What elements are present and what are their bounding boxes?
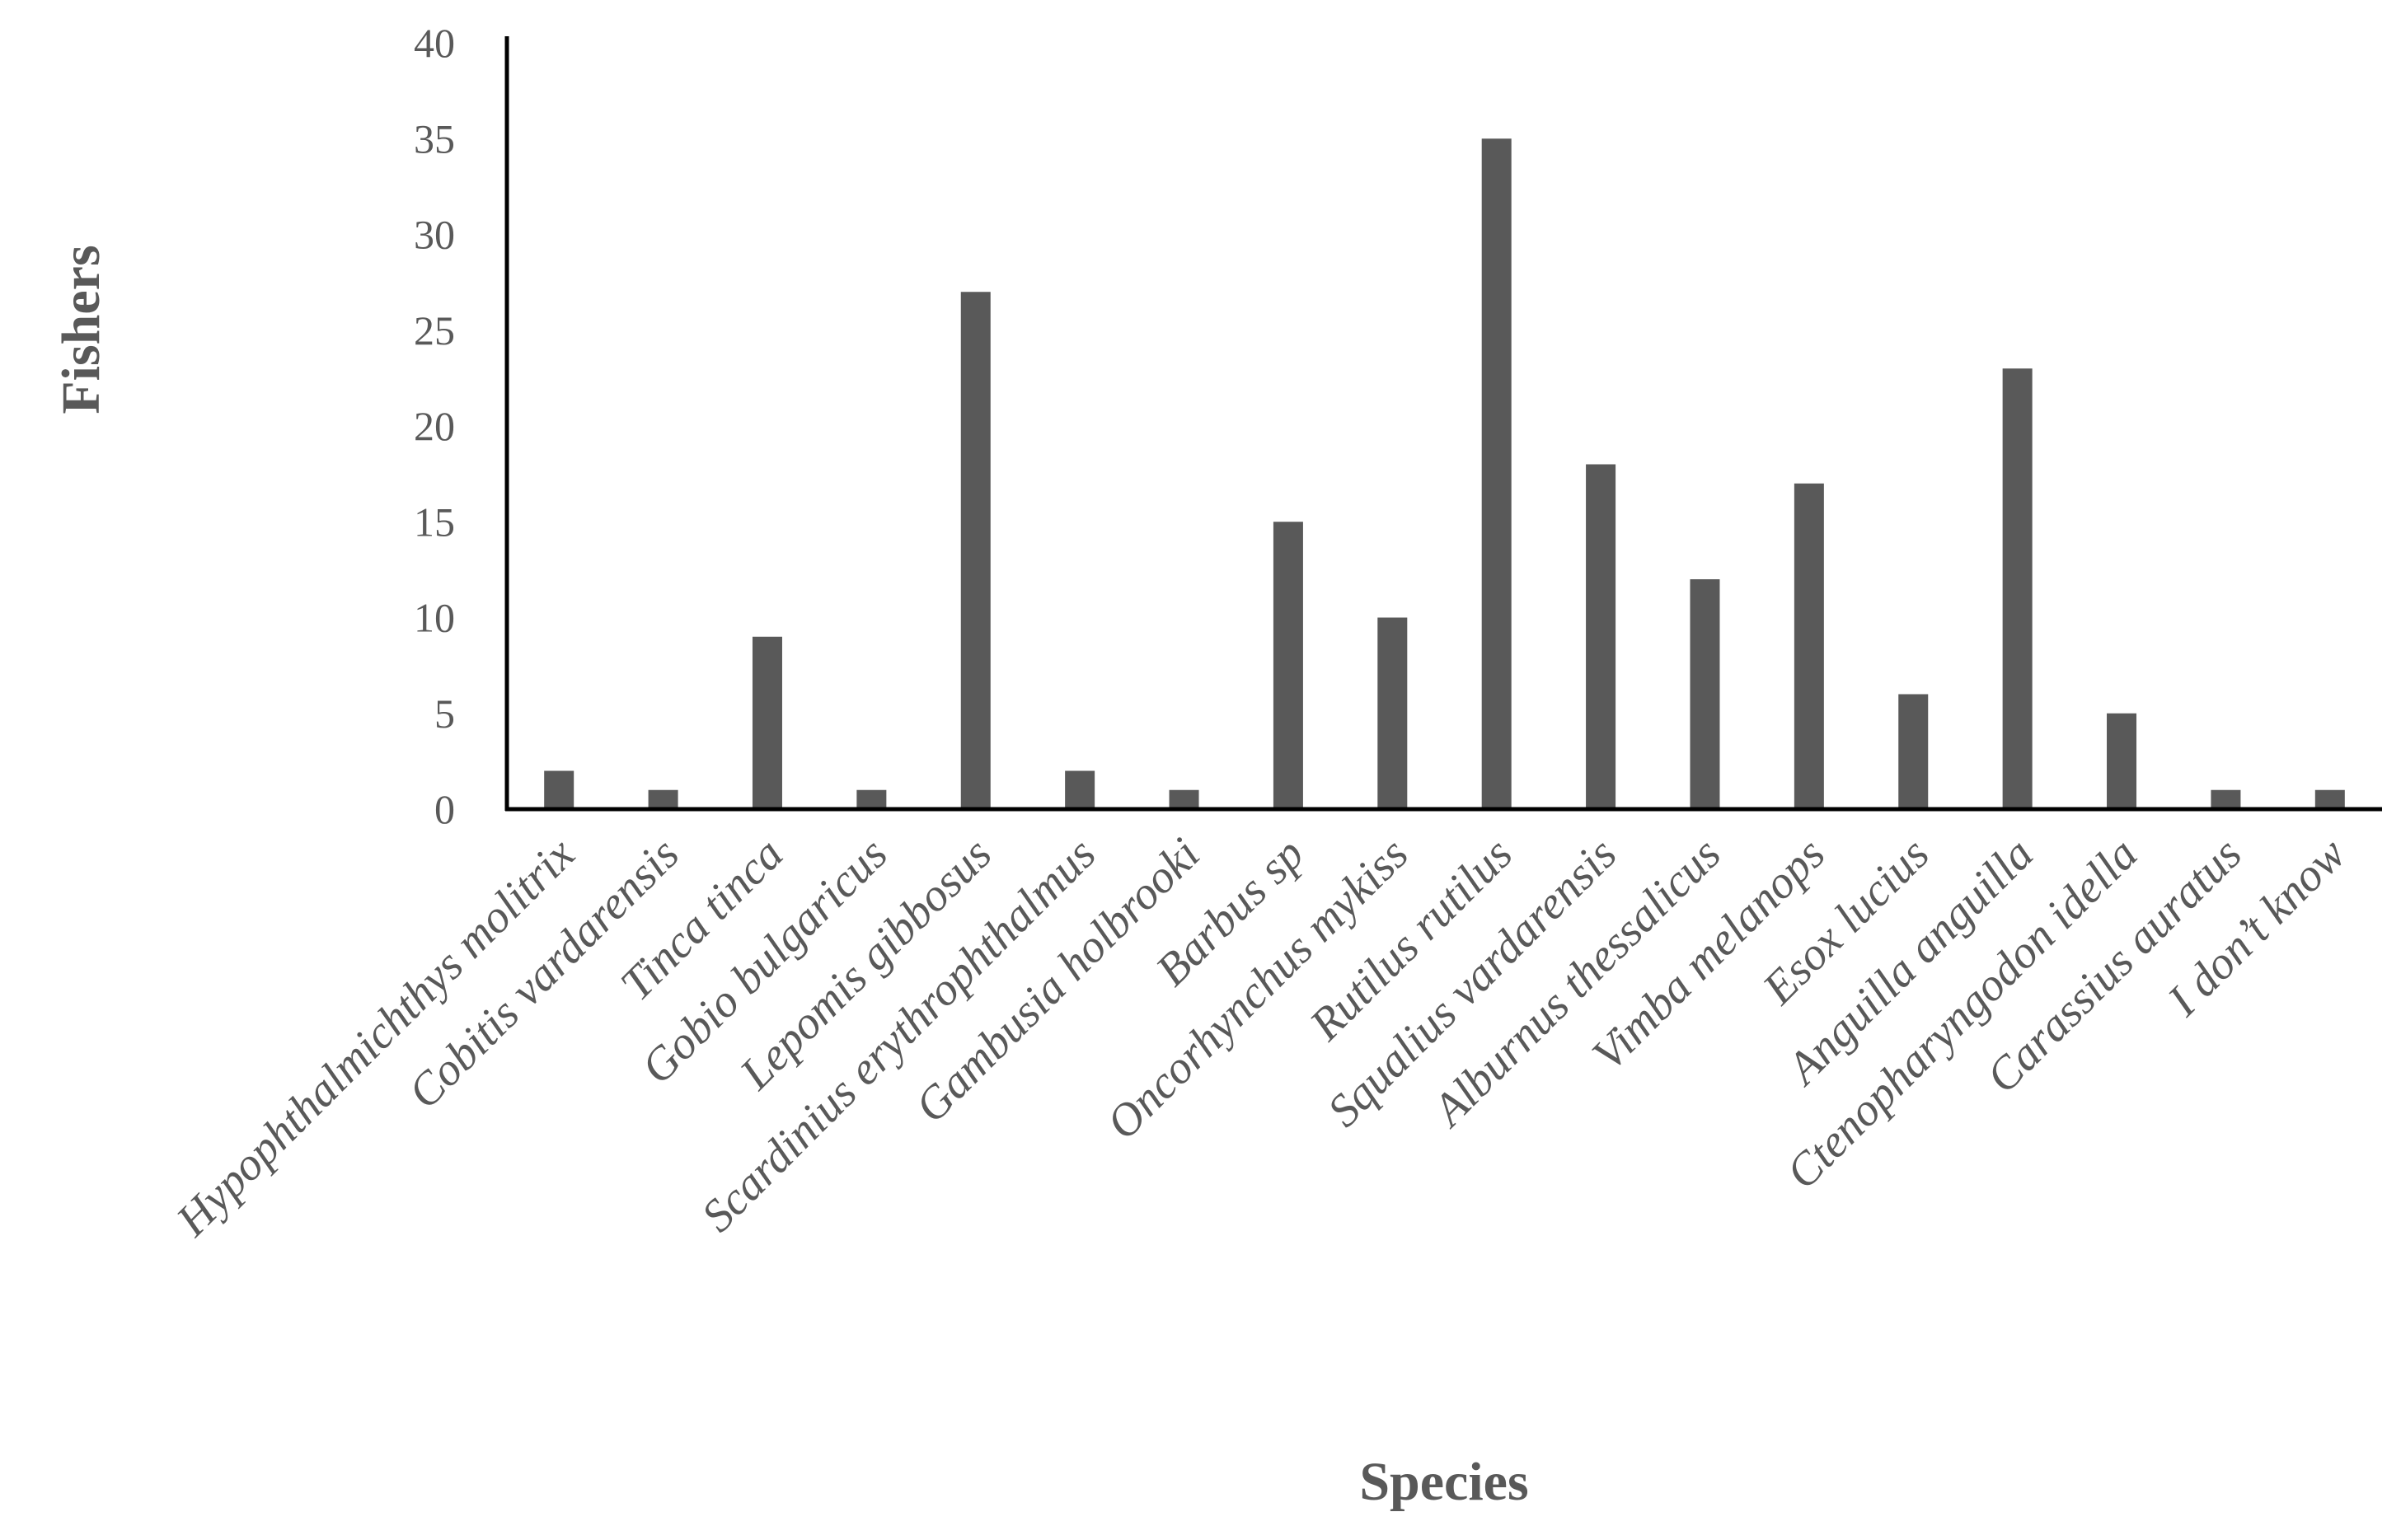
bar (2002, 368, 2033, 809)
y-tick-label: 0 (434, 786, 455, 832)
y-tick-label: 40 (414, 20, 455, 66)
axes (504, 36, 2382, 812)
bar (1586, 464, 1616, 809)
bar (1481, 138, 1512, 809)
y-tick-label: 30 (414, 212, 455, 258)
bar (1690, 579, 1720, 809)
bar (1794, 483, 1824, 809)
y-axis-ticks: 0 5 10 15 20 25 30 35 40 (414, 20, 455, 832)
bar (2107, 713, 2137, 809)
bar (1273, 522, 1303, 809)
bar (856, 789, 887, 809)
bar (1898, 694, 1929, 809)
bar (544, 770, 574, 809)
y-tick-label: 25 (414, 307, 455, 353)
bar (1065, 770, 1095, 809)
x-tick-label: Hypophthalmichthys molitrix (166, 828, 585, 1247)
bar (2211, 789, 2241, 809)
x-axis-title: Species (1359, 1452, 1528, 1512)
y-tick-label: 35 (414, 115, 455, 161)
bar (1169, 789, 1199, 809)
y-axis-title: Fishers (51, 245, 111, 414)
bar (752, 636, 782, 809)
y-tick-label: 5 (434, 690, 455, 737)
y-tick-label: 20 (414, 403, 455, 449)
bar (2314, 789, 2345, 809)
bar (648, 789, 678, 809)
bar (1377, 617, 1408, 809)
y-tick-label: 10 (414, 595, 455, 641)
bar (960, 292, 991, 809)
y-tick-label: 15 (414, 499, 455, 545)
bars (544, 138, 2345, 809)
